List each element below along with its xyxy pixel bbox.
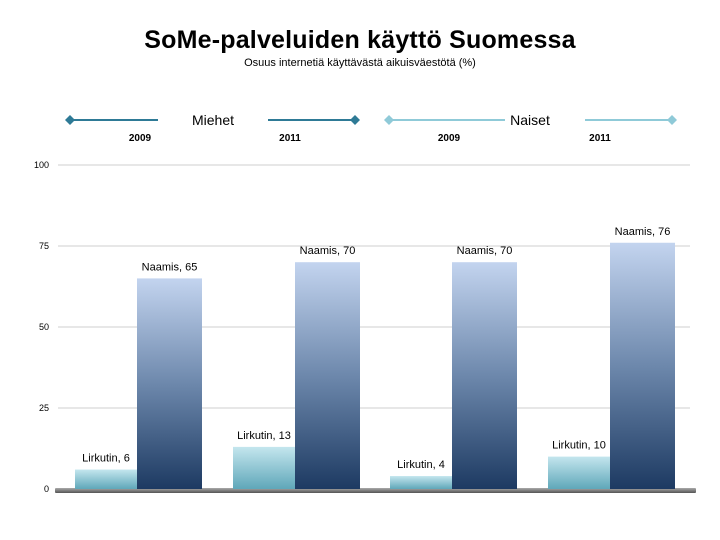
y-tick-label: 75 xyxy=(39,241,49,251)
diamond-marker-icon xyxy=(667,115,677,125)
chart-floor xyxy=(55,488,696,493)
data-label: Naamis, 70 xyxy=(457,245,513,257)
y-tick-label: 25 xyxy=(39,403,49,413)
data-label: Naamis, 76 xyxy=(615,226,671,238)
bars xyxy=(75,242,675,489)
bar-naamis xyxy=(137,278,202,489)
y-tick-label: 0 xyxy=(44,484,49,494)
y-axis-ticks: 0 25 50 75 100 xyxy=(34,160,49,494)
bar-naamis xyxy=(610,242,675,489)
chart-title: SoMe-palveluiden käyttö Suomessa xyxy=(144,26,576,54)
diamond-marker-icon xyxy=(384,115,394,125)
data-label: Naamis, 65 xyxy=(142,261,198,273)
diamond-marker-icon xyxy=(65,115,75,125)
diamond-marker-icon xyxy=(350,115,360,125)
gridlines xyxy=(55,164,696,493)
group-legend: Miehet 2009 2011 Naiset 2009 2011 xyxy=(65,112,677,144)
y-tick-label: 100 xyxy=(34,160,49,170)
group-label: Naiset xyxy=(510,112,550,128)
bar-lirkutin xyxy=(390,476,452,489)
data-labels: Lirkutin, 6 Naamis, 65 Lirkutin, 13 Naamis,… xyxy=(82,226,670,471)
bar-naamis xyxy=(452,262,517,489)
year-label: 2009 xyxy=(438,133,461,144)
group-label: Miehet xyxy=(192,112,234,128)
chart-subtitle: Osuus internetiä käyttävästä aikuisväest… xyxy=(244,57,476,69)
data-label: Lirkutin, 6 xyxy=(82,453,130,465)
bar-naamis xyxy=(295,262,360,489)
bar-lirkutin xyxy=(75,469,137,489)
data-label: Lirkutin, 10 xyxy=(552,440,606,452)
y-tick-label: 50 xyxy=(39,322,49,332)
data-label: Naamis, 70 xyxy=(300,245,356,257)
data-label: Lirkutin, 4 xyxy=(397,459,445,471)
bar-lirkutin xyxy=(548,456,610,489)
bar-lirkutin xyxy=(233,446,295,489)
year-label: 2009 xyxy=(129,133,152,144)
year-label: 2011 xyxy=(589,133,611,144)
year-label: 2011 xyxy=(279,133,301,144)
data-label: Lirkutin, 13 xyxy=(237,430,291,442)
